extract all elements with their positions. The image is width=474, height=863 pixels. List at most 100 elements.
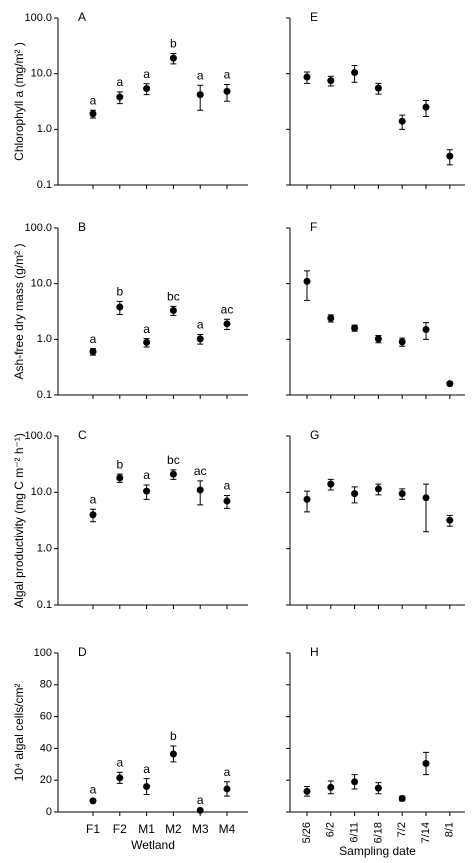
significance-label: b	[116, 457, 123, 471]
point	[143, 487, 151, 495]
y-tick-label: 100.0	[24, 222, 52, 234]
point	[351, 324, 359, 332]
point	[327, 77, 335, 85]
y-tick-label: 0	[46, 806, 52, 818]
point	[116, 303, 124, 311]
x-tick-label: M3	[192, 822, 209, 836]
x-tick-label: M2	[165, 822, 182, 836]
point	[116, 474, 124, 482]
point	[422, 326, 430, 334]
significance-label: a	[143, 762, 150, 776]
point	[223, 320, 231, 328]
y-tick-label: 10.0	[31, 278, 52, 290]
significance-label: a	[224, 68, 231, 82]
point	[327, 783, 335, 791]
significance-label: b	[116, 285, 123, 299]
significance-label: a	[116, 755, 123, 769]
y-tick-label: 80	[40, 679, 52, 691]
x-tick-label: 6/11	[349, 822, 361, 843]
point	[143, 338, 151, 346]
point	[398, 117, 406, 125]
y-axis-label: Ash-free dry mass (g/m² )	[12, 243, 26, 379]
point	[89, 797, 97, 805]
point	[196, 486, 204, 494]
point	[143, 783, 151, 791]
point	[446, 152, 454, 160]
x-tick-label: 6/18	[372, 822, 384, 843]
significance-label: bc	[167, 453, 180, 467]
point	[374, 784, 382, 792]
significance-label: a	[224, 765, 231, 779]
error-bar	[304, 270, 310, 301]
significance-label: a	[224, 479, 231, 493]
y-tick-label: 20	[40, 774, 52, 786]
panel-label: A	[78, 10, 86, 24]
y-tick-label: 10.0	[31, 68, 52, 80]
point	[169, 306, 177, 314]
point	[116, 93, 124, 101]
point	[446, 380, 454, 388]
point	[303, 73, 311, 81]
y-tick-label: 0.1	[37, 179, 52, 191]
point	[398, 794, 406, 802]
point	[422, 103, 430, 111]
x-tick-label: 7/2	[396, 822, 408, 837]
point	[116, 774, 124, 782]
y-tick-label: 100.0	[24, 12, 52, 24]
y-tick-label: 100	[34, 647, 52, 659]
significance-label: a	[90, 332, 97, 346]
y-axis-label: Chlorophyll a (mg/m² )	[12, 42, 26, 161]
point	[169, 470, 177, 478]
panel-label: B	[78, 220, 86, 234]
point	[351, 778, 359, 786]
x-axis-label: Sampling date	[339, 844, 416, 858]
y-tick-label: 60	[40, 711, 52, 723]
y-tick-label: 100.0	[24, 430, 52, 442]
point	[422, 494, 430, 502]
point	[89, 110, 97, 118]
x-tick-label: 7/14	[420, 822, 432, 843]
panel-label: G	[310, 428, 319, 442]
y-tick-label: 1.0	[37, 123, 52, 135]
significance-label: bc	[167, 290, 180, 304]
x-tick-label: 8/1	[444, 822, 456, 837]
point	[351, 490, 359, 498]
panel-label: C	[78, 428, 87, 442]
point	[169, 750, 177, 758]
point	[303, 277, 311, 285]
point	[327, 480, 335, 488]
point	[89, 511, 97, 519]
significance-label: a	[143, 322, 150, 336]
significance-label: a	[143, 67, 150, 81]
point	[196, 806, 204, 814]
point	[303, 495, 311, 503]
point	[223, 785, 231, 793]
y-axis-label: 10⁴ algal cells/cm²	[12, 684, 26, 782]
y-tick-label: 1.0	[37, 333, 52, 345]
x-tick-label: F2	[113, 822, 127, 836]
y-tick-label: 0.1	[37, 599, 52, 611]
y-axis-label: Algal productivity (mg C m⁻² h⁻¹)	[12, 433, 26, 608]
point	[143, 85, 151, 93]
point	[196, 91, 204, 99]
x-tick-label: M4	[219, 822, 236, 836]
y-tick-label: 1.0	[37, 543, 52, 555]
point	[223, 87, 231, 95]
error-bar	[423, 483, 429, 533]
point	[196, 335, 204, 343]
point	[89, 348, 97, 356]
x-tick-label: F1	[86, 822, 100, 836]
significance-label: b	[170, 37, 177, 51]
y-tick-label: 10.0	[31, 486, 52, 498]
x-tick-label: 6/2	[325, 822, 337, 837]
significance-label: a	[90, 782, 97, 796]
panel-label: E	[310, 10, 318, 24]
point	[398, 338, 406, 346]
point	[422, 760, 430, 768]
significance-label: a	[197, 68, 204, 82]
point	[374, 485, 382, 493]
significance-label: a	[90, 93, 97, 107]
y-tick-label: 40	[40, 742, 52, 754]
x-tick-label: 5/26	[301, 822, 313, 843]
